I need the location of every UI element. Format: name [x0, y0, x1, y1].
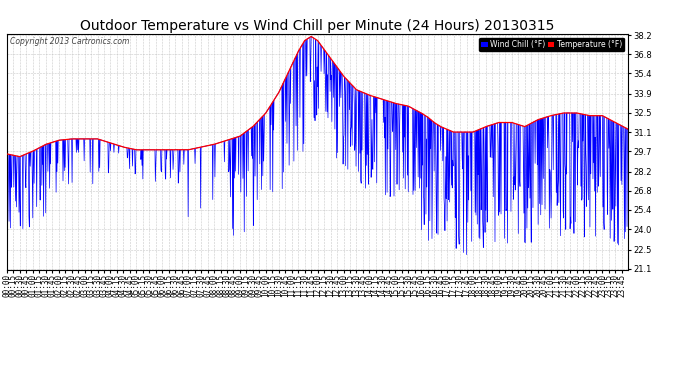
Title: Outdoor Temperature vs Wind Chill per Minute (24 Hours) 20130315: Outdoor Temperature vs Wind Chill per Mi… — [80, 19, 555, 33]
Text: Copyright 2013 Cartronics.com: Copyright 2013 Cartronics.com — [10, 37, 130, 46]
Legend: Wind Chill (°F), Temperature (°F): Wind Chill (°F), Temperature (°F) — [479, 38, 624, 51]
